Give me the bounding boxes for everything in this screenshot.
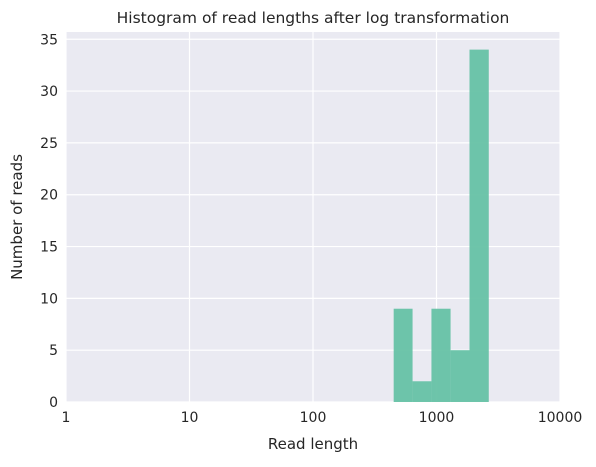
y-tick-label: 10 <box>40 291 58 307</box>
y-axis-label: Number of reads <box>8 154 26 280</box>
histogram-bars <box>393 49 489 402</box>
y-tick-label: 25 <box>40 136 58 152</box>
x-tick-label: 100 <box>300 410 327 426</box>
x-tick-label: 1 <box>62 410 71 426</box>
chart-title: Histogram of read lengths after log tran… <box>117 9 510 27</box>
y-tick-label: 30 <box>40 84 58 100</box>
histogram-bar <box>431 308 451 402</box>
y-tick-label: 35 <box>40 32 58 48</box>
x-tick-label: 10000 <box>538 410 583 426</box>
y-tick-label: 20 <box>40 188 58 204</box>
histogram-bar <box>469 49 489 402</box>
x-tick-label: 10 <box>181 410 199 426</box>
y-tick-label: 15 <box>40 240 58 256</box>
grid-lines <box>65 32 561 403</box>
histogram-bar <box>412 381 432 402</box>
x-axis-ticks: 1 10 100 1000 10000 <box>62 410 583 426</box>
y-tick-label: 5 <box>49 343 58 359</box>
x-tick-label: 1000 <box>419 410 455 426</box>
x-axis-label: Read length <box>268 435 358 453</box>
histogram-bar <box>450 350 470 402</box>
y-tick-label: 0 <box>49 395 58 411</box>
histogram-bar <box>393 308 413 402</box>
y-axis-ticks: 0 5 10 15 20 25 30 35 <box>40 32 58 411</box>
